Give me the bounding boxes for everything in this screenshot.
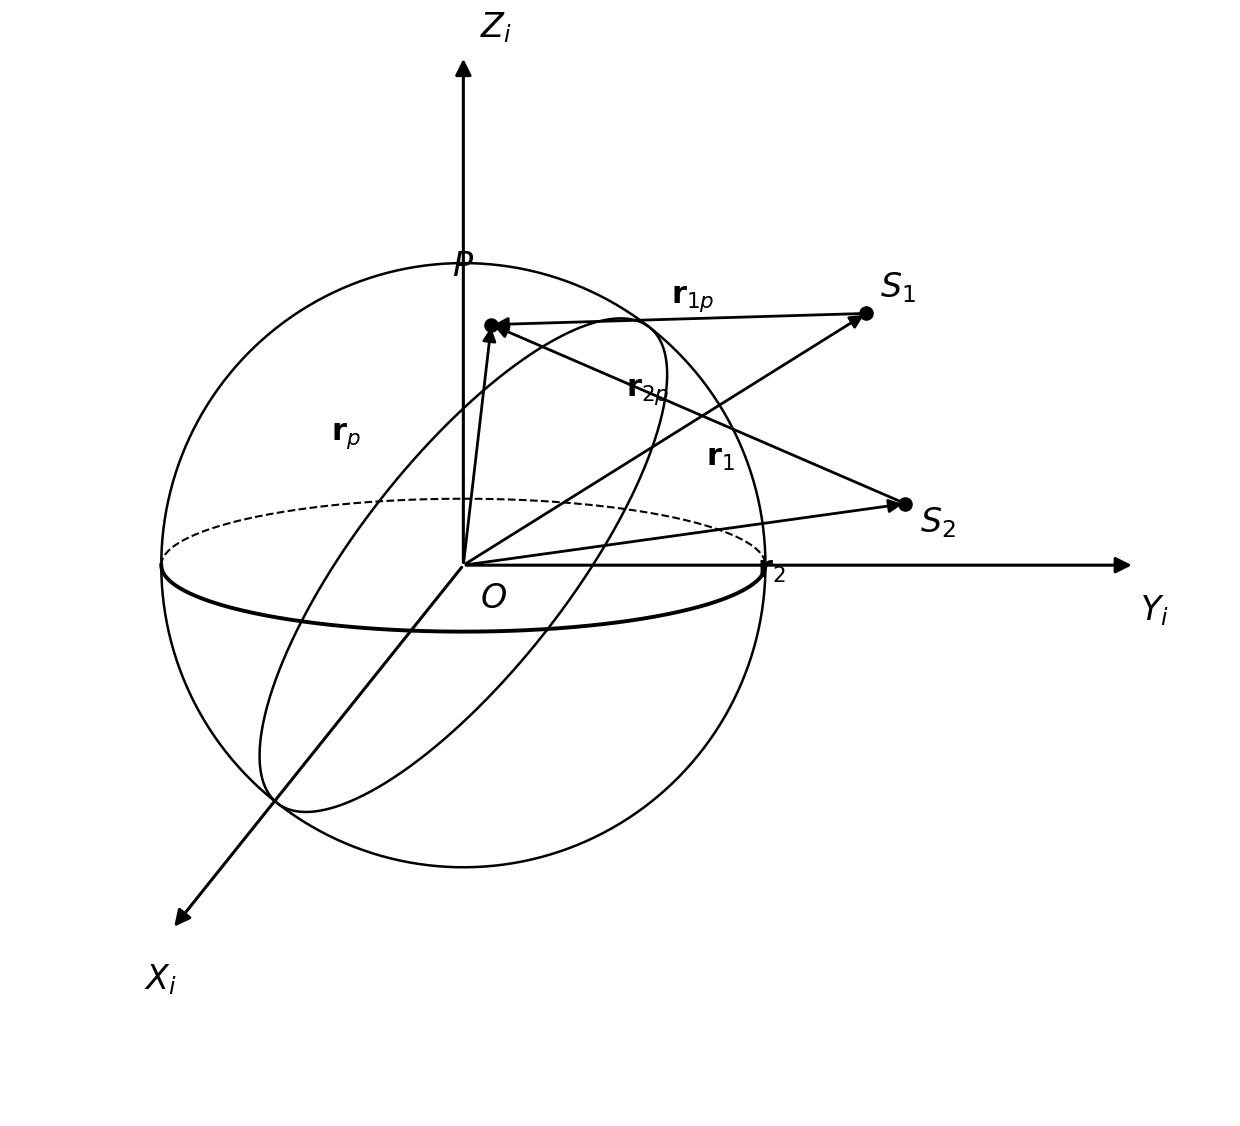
- Text: $Z_i$: $Z_i$: [480, 10, 512, 45]
- Text: $\mathbf{r}_p$: $\mathbf{r}_p$: [331, 421, 361, 452]
- Point: [481, 315, 501, 333]
- Text: $\mathbf{r}_{2p}$: $\mathbf{r}_{2p}$: [626, 377, 670, 406]
- Text: $Y_i$: $Y_i$: [1141, 593, 1169, 628]
- Text: $\mathbf{r}_1$: $\mathbf{r}_1$: [707, 445, 735, 473]
- Text: $X_i$: $X_i$: [145, 963, 177, 998]
- Point: [857, 304, 877, 322]
- Text: $\mathbf{r}_{1p}$: $\mathbf{r}_{1p}$: [671, 284, 714, 314]
- Text: $O$: $O$: [480, 582, 507, 615]
- Point: [895, 494, 915, 512]
- Text: $P$: $P$: [453, 250, 475, 284]
- Text: $S_2$: $S_2$: [920, 506, 956, 540]
- Text: $\mathbf{r}_2$: $\mathbf{r}_2$: [756, 556, 785, 586]
- Text: $S_1$: $S_1$: [879, 270, 915, 305]
